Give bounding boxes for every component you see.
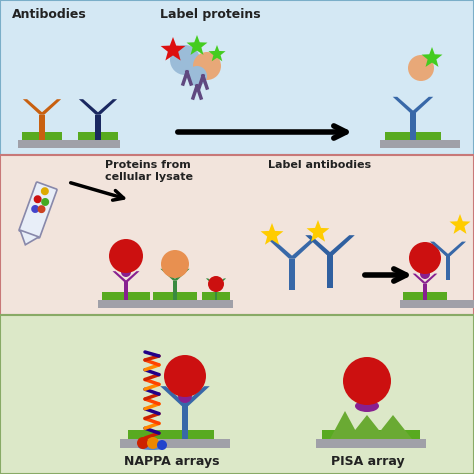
Text: Label antibodies: Label antibodies (268, 160, 371, 170)
Polygon shape (209, 45, 226, 61)
Bar (78, 132, 118, 140)
Circle shape (41, 187, 49, 195)
Polygon shape (173, 269, 190, 281)
Bar (410, 113, 416, 140)
Polygon shape (374, 415, 412, 439)
Bar (0, 315, 474, 474)
Ellipse shape (138, 444, 166, 450)
Text: PISA array: PISA array (331, 455, 405, 468)
Polygon shape (112, 271, 128, 282)
Bar (400, 300, 474, 308)
Polygon shape (160, 269, 177, 281)
Polygon shape (160, 386, 188, 406)
Polygon shape (410, 97, 433, 113)
Polygon shape (449, 214, 471, 234)
Bar (124, 282, 128, 300)
Circle shape (121, 267, 131, 277)
Circle shape (147, 437, 159, 449)
Circle shape (164, 355, 206, 397)
Circle shape (208, 276, 224, 292)
Circle shape (178, 389, 192, 403)
Polygon shape (261, 223, 283, 245)
Circle shape (41, 198, 49, 206)
Circle shape (109, 239, 143, 273)
Polygon shape (268, 239, 295, 258)
Bar (289, 258, 295, 290)
Polygon shape (305, 235, 333, 255)
Bar (120, 439, 230, 448)
Circle shape (137, 437, 149, 449)
Bar (423, 283, 427, 300)
Bar (173, 281, 177, 300)
Bar (0, 0, 474, 155)
Text: NAPPA arrays: NAPPA arrays (124, 455, 220, 468)
Polygon shape (446, 242, 466, 256)
Bar (403, 292, 447, 300)
Polygon shape (348, 415, 386, 439)
Bar (202, 292, 230, 300)
Polygon shape (124, 271, 139, 282)
Circle shape (170, 45, 200, 75)
Polygon shape (307, 220, 329, 242)
Polygon shape (430, 242, 450, 256)
Circle shape (157, 440, 167, 450)
Circle shape (409, 242, 441, 274)
Bar (322, 430, 420, 439)
Polygon shape (39, 99, 61, 115)
Polygon shape (423, 273, 438, 283)
Polygon shape (23, 99, 45, 115)
Bar (98, 300, 233, 308)
Text: Antibodies: Antibodies (12, 8, 87, 21)
Polygon shape (289, 239, 316, 258)
Ellipse shape (355, 400, 379, 412)
Polygon shape (421, 47, 442, 67)
Bar (316, 439, 426, 448)
Bar (153, 292, 197, 300)
Bar (128, 430, 214, 439)
Bar (327, 255, 333, 288)
Polygon shape (187, 35, 208, 55)
Bar (0, 155, 474, 315)
Polygon shape (95, 99, 117, 115)
Text: Label proteins: Label proteins (160, 8, 260, 21)
Polygon shape (161, 37, 185, 61)
Bar (215, 286, 218, 300)
Bar (380, 140, 460, 148)
Bar (18, 140, 120, 148)
Circle shape (187, 66, 207, 86)
Polygon shape (330, 411, 360, 439)
Polygon shape (215, 278, 226, 286)
Bar (385, 132, 441, 140)
Bar (182, 406, 188, 439)
FancyBboxPatch shape (19, 182, 57, 238)
Bar (22, 132, 62, 140)
Polygon shape (393, 97, 416, 113)
Polygon shape (327, 235, 355, 255)
Bar (39, 115, 45, 140)
Circle shape (34, 195, 42, 203)
Polygon shape (206, 278, 218, 286)
Text: Proteins from
cellular lysate: Proteins from cellular lysate (105, 160, 193, 182)
Circle shape (161, 250, 189, 278)
Polygon shape (413, 273, 427, 283)
Circle shape (420, 269, 430, 279)
Bar (95, 115, 100, 140)
Circle shape (408, 55, 434, 81)
Bar (446, 256, 450, 280)
Circle shape (193, 52, 221, 80)
Circle shape (37, 205, 46, 213)
Bar (102, 292, 150, 300)
Polygon shape (20, 230, 39, 245)
Circle shape (31, 205, 39, 213)
Polygon shape (182, 386, 210, 406)
Circle shape (343, 357, 391, 405)
Polygon shape (79, 99, 100, 115)
